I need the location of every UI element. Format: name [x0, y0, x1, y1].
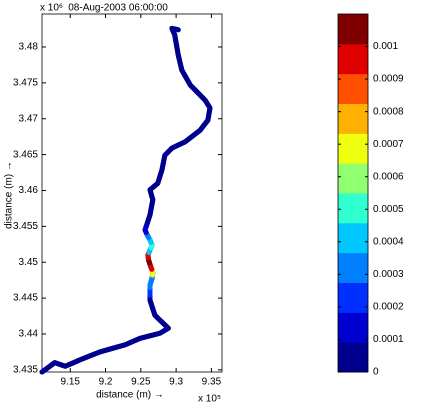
y-tick-label: 3.475 [13, 78, 38, 89]
y-tick-label: 3.45 [19, 257, 39, 268]
colorbar-tick-label: 0.0007 [373, 139, 404, 150]
colorbar-tick-label: 0.0005 [373, 204, 404, 215]
concentration-segment [195, 90, 211, 107]
y-tick-label: 3.46 [19, 185, 39, 196]
colorbar-tick-label: 0 [373, 367, 379, 378]
concentration-segment [142, 219, 151, 235]
concentration-segment [70, 353, 93, 366]
concentration-segment [57, 360, 76, 369]
colorbar-tick-label: 0.0001 [373, 334, 404, 345]
colorbar-tick-label: 0.0003 [373, 269, 404, 280]
colorbar-band [338, 73, 368, 104]
colorbar-tick-label: 0.0002 [373, 302, 404, 313]
concentration-segment [145, 204, 154, 225]
y-tick-label: 3.455 [13, 221, 38, 232]
y-multiplier: x 10⁶ [40, 3, 63, 14]
concentration-segment [149, 305, 165, 325]
concentration-segment [183, 74, 201, 96]
chart-title: 08-Aug-2003 06:00:00 [68, 3, 168, 14]
x-tick-label: 9.25 [131, 377, 151, 388]
concentration-segment [172, 26, 181, 33]
colorbar-band [338, 342, 368, 373]
colorbar-band [338, 252, 368, 283]
y-tick-label: 3.47 [19, 113, 39, 124]
y-tick-label: 3.445 [13, 293, 38, 304]
colorbar-band [338, 312, 368, 343]
x-tick-label: 9.15 [61, 377, 81, 388]
concentration-segment [173, 42, 183, 65]
concentration-segment [87, 345, 116, 359]
colorbar-band [338, 133, 368, 164]
y-tick-label: 3.48 [19, 42, 39, 53]
x-multiplier: x 10⁵ [198, 394, 221, 405]
y-axis-label: distance (m) → [4, 161, 15, 229]
colorbar-band [338, 103, 368, 134]
x-tick-label: 9.3 [169, 377, 183, 388]
x-tick-label: 9.35 [202, 377, 222, 388]
colorbar-tick-label: 0.0008 [373, 106, 404, 117]
colorbar-tick-label: 0.0004 [373, 236, 404, 247]
concentration-segment [177, 59, 189, 80]
colorbar-tick-label: 0.0009 [373, 74, 404, 85]
colorbar-band [338, 163, 368, 194]
x-tick-label: 9.2 [99, 377, 113, 388]
colorbar-band [338, 43, 368, 75]
colorbar-band [338, 282, 368, 313]
y-tick-label: 3.435 [13, 364, 38, 375]
plot-area [41, 13, 223, 373]
colorbar-tick-label: 0.001 [373, 41, 398, 52]
y-tick-label: 3.465 [13, 149, 38, 160]
colorbar-band [338, 222, 368, 254]
colorbar-band [338, 193, 368, 224]
x-axis-label: distance (m) → [96, 390, 164, 401]
concentration-segment [176, 133, 196, 148]
concentration-segment [130, 333, 153, 345]
colorbar-frame [337, 13, 369, 373]
concentration-segment [110, 339, 136, 351]
concentration-segment [159, 319, 171, 334]
colorbar-tick-label: 0.0006 [373, 171, 404, 182]
y-tick-label: 3.44 [19, 329, 39, 340]
colorbar-band [338, 14, 368, 45]
